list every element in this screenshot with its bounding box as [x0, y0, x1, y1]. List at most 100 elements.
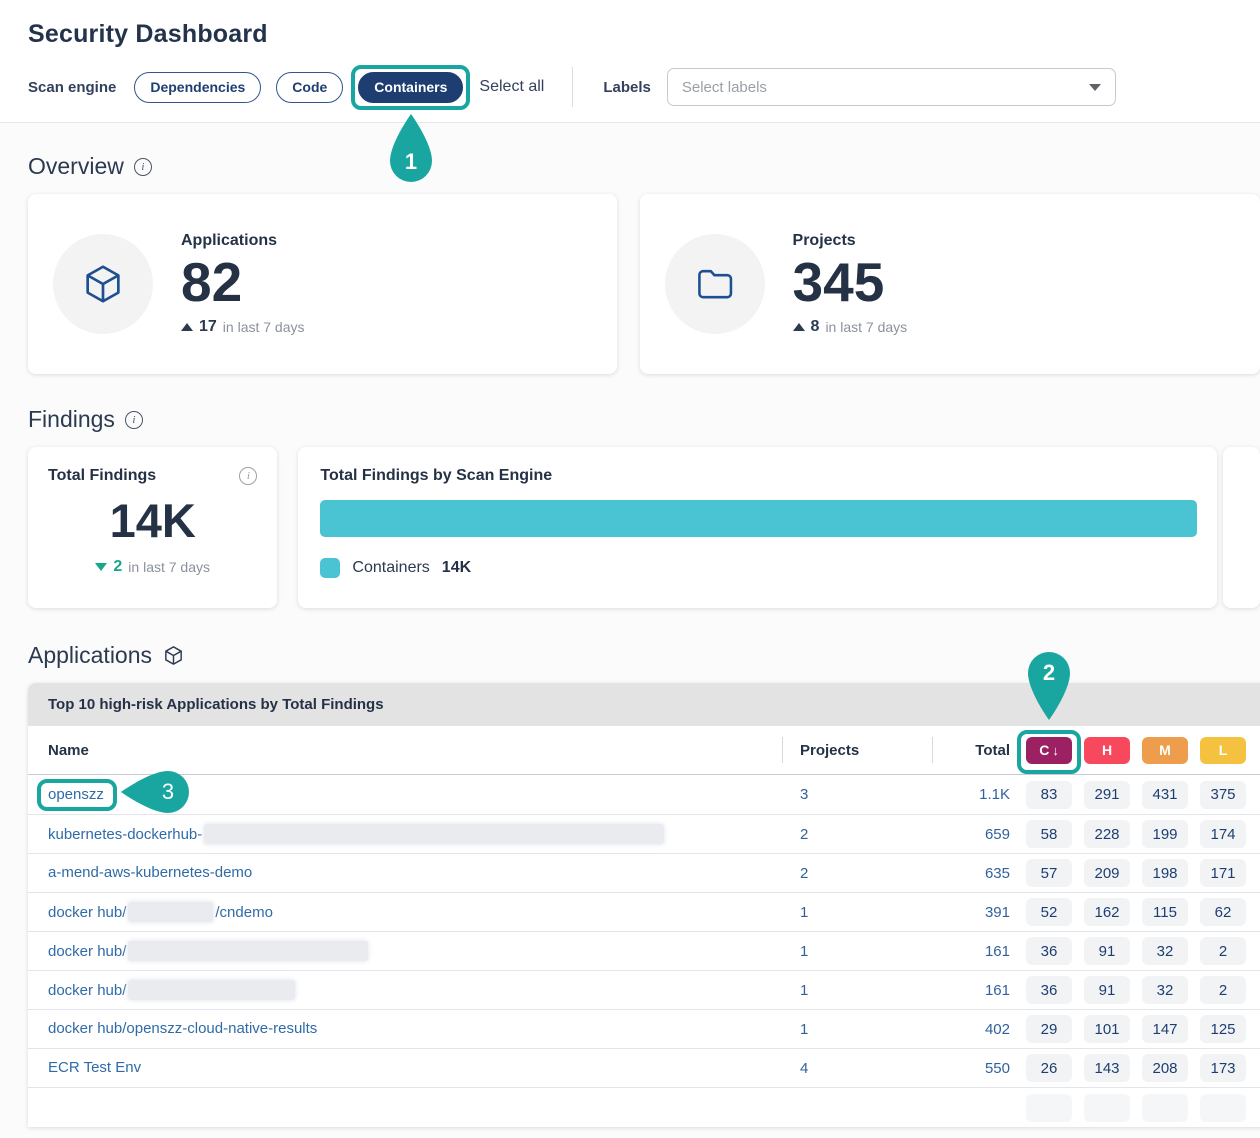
projects-cell: 1 [800, 942, 809, 960]
labels-select-placeholder: Select labels [681, 78, 767, 96]
severity-count-pill: 162 [1084, 898, 1130, 926]
findings-heading: Findings i [28, 406, 1260, 433]
annotation-box [351, 64, 471, 110]
sort-descending-icon: ↓ [1052, 742, 1059, 758]
select-all-link[interactable]: Select all [479, 78, 545, 95]
redacted-text [128, 980, 296, 1000]
severity-count-pill: 32 [1142, 937, 1188, 965]
severity-count-pill: 228 [1084, 820, 1130, 848]
severity-cell: 198 [1136, 859, 1194, 887]
filter-bar: Scan engine Dependencies Code Containers 1 … [28, 64, 1232, 182]
name-cell: docker hub/ [28, 980, 782, 1000]
trend-up-icon [792, 323, 805, 332]
projects-cell: 2 [800, 864, 809, 882]
total-cell: 161 [984, 942, 1010, 960]
chevron-down-icon [1088, 83, 1101, 91]
total-column-header[interactable]: Total [942, 742, 1020, 759]
severity-cell: 2 [1194, 976, 1252, 1004]
severity-column-l: L [1194, 736, 1252, 764]
severity-count-pill [1142, 1093, 1188, 1122]
engine-pill-containers[interactable]: Containers 1 [351, 64, 471, 182]
redacted-text [128, 941, 369, 961]
containers-bar[interactable] [320, 500, 1198, 537]
annotation-box [1017, 729, 1081, 774]
severity-header-badge-m[interactable]: M [1142, 736, 1188, 764]
app-name-link[interactable]: ECR Test Env [48, 1059, 141, 1076]
severity-cell: 62 [1194, 898, 1252, 926]
severity-cell: 431 [1136, 780, 1194, 809]
severity-cell: 2 [1194, 937, 1252, 965]
severity-cell: 147 [1136, 1015, 1194, 1043]
projects-column-header[interactable]: Projects [782, 742, 942, 759]
severity-count-pill: 52 [1026, 898, 1072, 926]
severity-count-pill: 125 [1200, 1015, 1246, 1043]
app-name-link[interactable]: a-mend-aws-kubernetes-demo [48, 864, 252, 881]
severity-cell: 101 [1078, 1015, 1136, 1043]
severity-cell: 171 [1194, 859, 1252, 887]
severity-count-pill: 209 [1084, 859, 1130, 887]
top-applications-table: Top 10 high-risk Applications by Total F… [28, 651, 1260, 1127]
labels-select[interactable]: Select labels [666, 68, 1116, 106]
table-row: docker hub/openszz-cloud-native-results 1… [28, 1009, 1260, 1048]
severity-count-pill: 171 [1200, 859, 1246, 887]
info-icon[interactable]: i [133, 157, 152, 176]
findings-by-engine-title: Total Findings by Scan Engine [320, 467, 553, 484]
severity-cell: 115 [1136, 898, 1194, 926]
table-row: a-mend-aws-kubernetes-demo 2 635 57 209 198 17… [28, 853, 1260, 892]
app-name-text: openszz [48, 785, 104, 803]
severity-cell: 375 [1194, 780, 1252, 809]
redacted-text [204, 824, 665, 844]
folder-icon [697, 269, 732, 299]
severity-count-pill [1026, 1093, 1072, 1122]
severity-count-pill: 115 [1142, 898, 1188, 926]
name-cell: ECR Test Env [28, 1059, 782, 1077]
table-title-band: Top 10 high-risk Applications by Total F… [28, 683, 1260, 726]
app-name-link[interactable]: openszz 3 [37, 771, 189, 813]
app-name-text: docker hub/openszz-cloud-native-results [48, 1020, 318, 1037]
name-column-header[interactable]: Name [48, 741, 89, 759]
severity-count-pill: 36 [1026, 937, 1072, 965]
severity-count-pill: 143 [1084, 1054, 1130, 1082]
table-row: ECR Test Env 4 550 26 143 208 173 [28, 1048, 1260, 1087]
app-name-link[interactable]: docker hub/ [48, 941, 370, 961]
projects-delta: 8 [810, 318, 820, 336]
table-body: openszz 3 3 1.1K 83 291 431 375 kubernetes-docke… [28, 771, 1260, 1127]
info-icon[interactable]: i [239, 467, 258, 485]
severity-cell: 208 [1136, 1054, 1194, 1082]
severity-header-badge-l[interactable]: L [1200, 736, 1246, 764]
projects-count: 345 [792, 250, 885, 313]
projects-stat-card: Projects 345 8 in last 7 days [639, 194, 1260, 374]
severity-cell: 26 [1020, 1054, 1078, 1082]
app-name-text: docker hub/ [48, 903, 127, 921]
severity-header-badge-h[interactable]: H [1084, 736, 1130, 764]
info-icon[interactable]: i [124, 410, 143, 429]
severity-cell: 143 [1078, 1054, 1136, 1082]
cube-icon [165, 646, 182, 665]
severity-header-badge-c[interactable]: C ↓ 2 [1017, 651, 1081, 774]
table-title: Top 10 high-risk Applications by Total F… [48, 696, 384, 713]
legend-value: 14K [441, 559, 472, 576]
severity-cell: 57 [1020, 859, 1078, 887]
severity-count-pill: 375 [1200, 780, 1246, 809]
total-cell: 1.1K [979, 786, 1010, 803]
app-name-link[interactable]: kubernetes-dockerhub- [48, 824, 666, 844]
total-cell: 550 [984, 1059, 1010, 1077]
engine-pill-code[interactable]: Code [276, 71, 344, 103]
severity-count-pill: 2 [1200, 937, 1246, 965]
app-name-link[interactable]: docker hub/ [48, 980, 297, 1000]
total-cell: 391 [984, 903, 1010, 921]
severity-column-m: M [1136, 736, 1194, 764]
severity-cell: 291 [1078, 780, 1136, 809]
findings-heading-label: Findings [28, 406, 115, 432]
severity-cell: 36 [1020, 937, 1078, 965]
total-cell: 161 [984, 981, 1010, 999]
app-name-text: /cndemo [215, 903, 273, 921]
severity-count-pill: 2 [1200, 976, 1246, 1004]
projects-cell: 2 [800, 825, 809, 843]
app-name-link[interactable]: docker hub/ /cndemo [48, 902, 273, 922]
severity-count-pill: 291 [1084, 780, 1130, 809]
app-name-link[interactable]: docker hub/openszz-cloud-native-results [48, 1020, 317, 1037]
severity-count-pill: 36 [1026, 976, 1072, 1004]
name-cell: a-mend-aws-kubernetes-demo [28, 864, 782, 882]
engine-pill-dependencies[interactable]: Dependencies [134, 71, 262, 103]
